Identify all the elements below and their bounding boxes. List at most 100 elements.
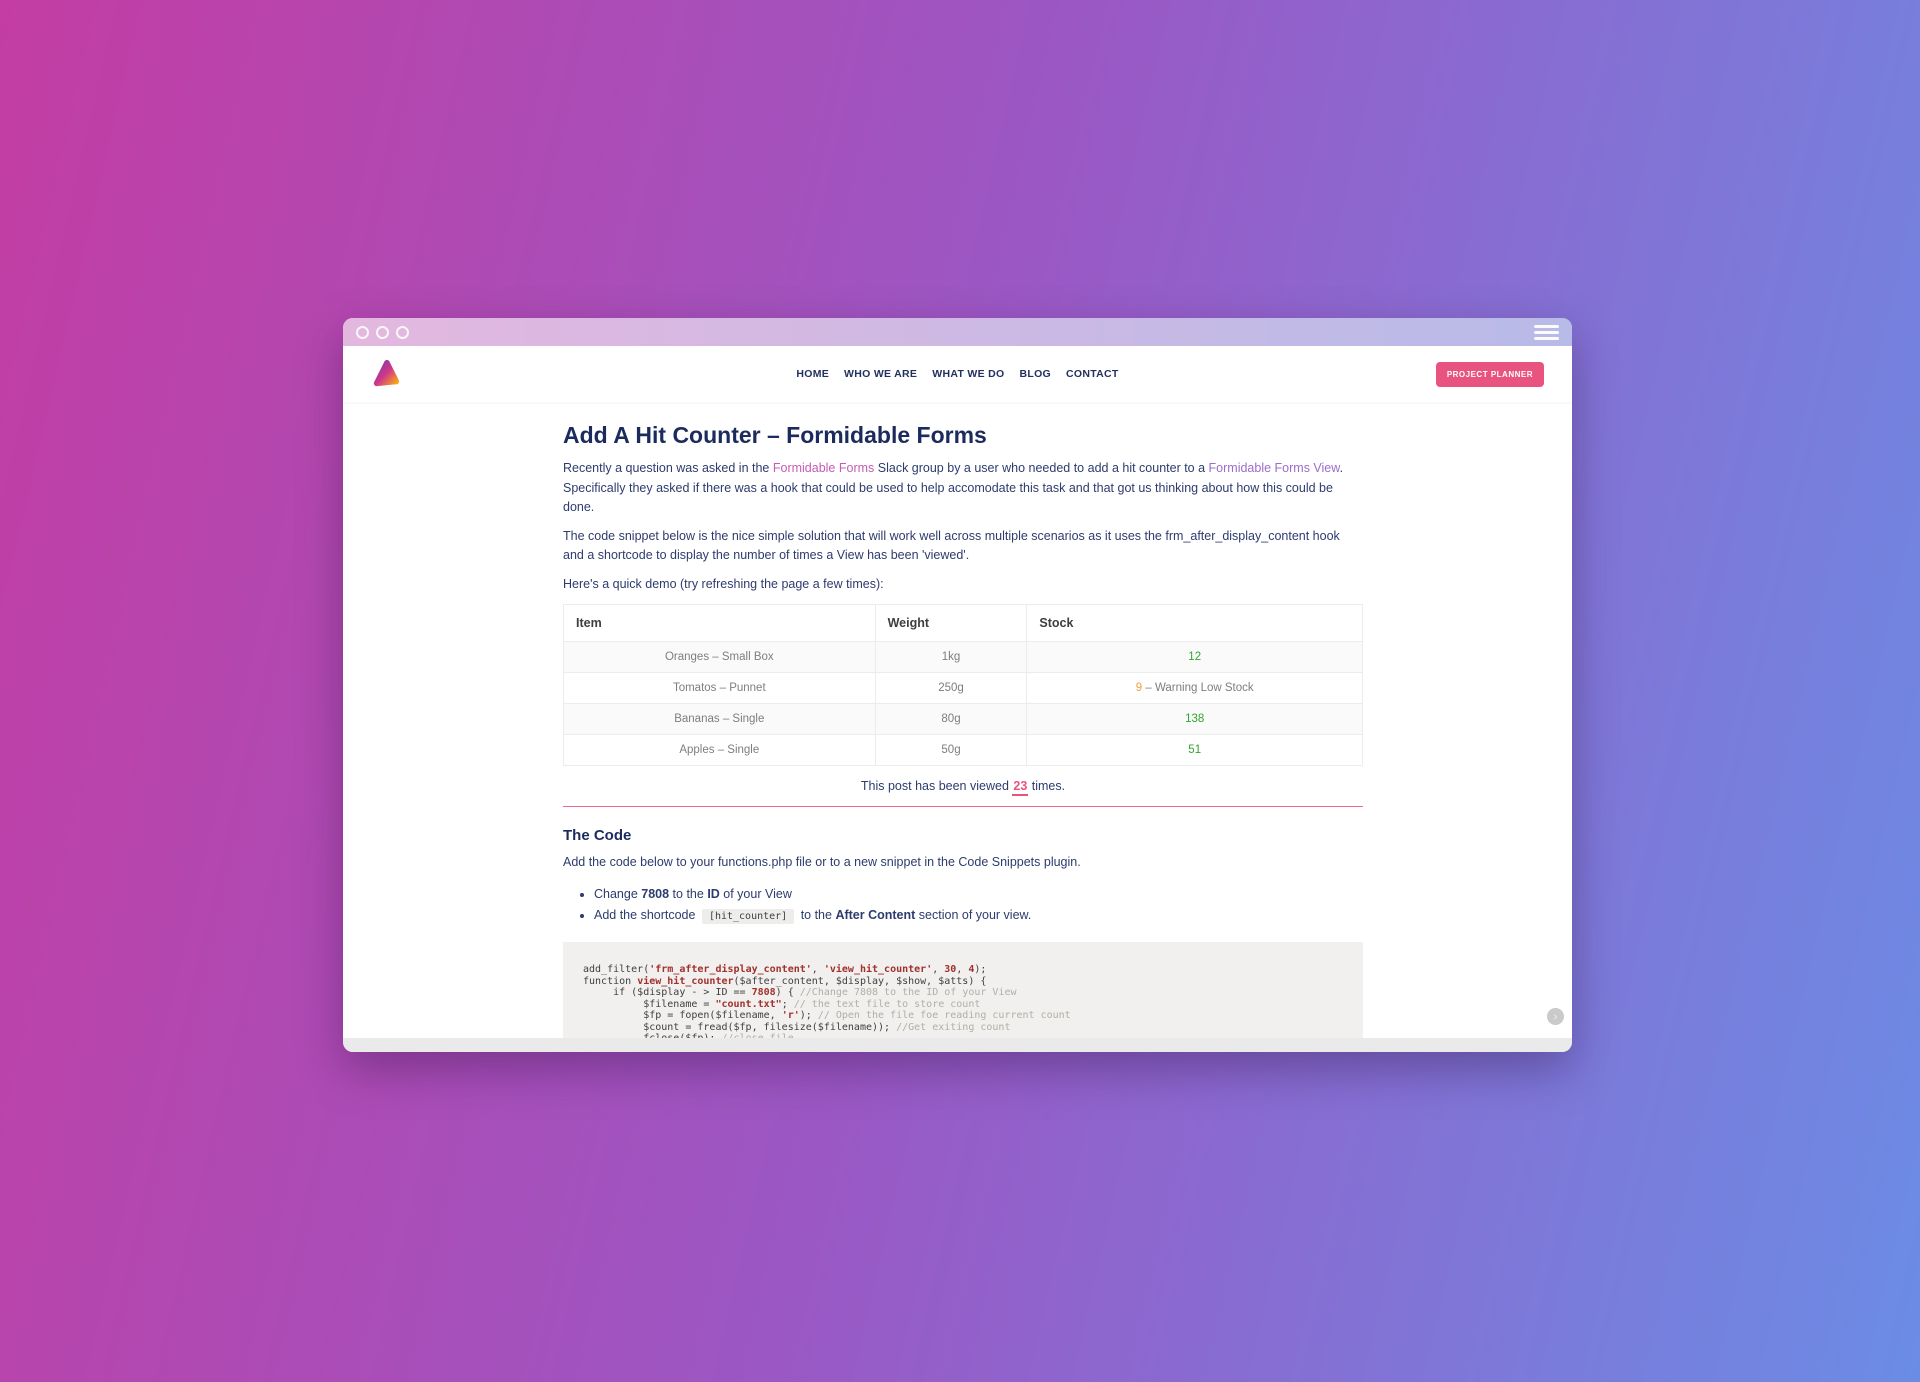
weight-cell: 1kg	[874, 641, 1028, 673]
text-segment: 30	[944, 964, 957, 975]
table-header-cell: Stock	[1026, 604, 1363, 642]
text-segment: Add the shortcode	[594, 907, 699, 922]
text-segment: ID	[707, 887, 720, 901]
window-controls	[356, 325, 409, 339]
window-footer-strip	[343, 1038, 1572, 1052]
code-line: function view_hit_counter($after_content…	[583, 976, 1343, 988]
text-segment: add_filter(	[583, 964, 650, 975]
stock-value: 12	[1188, 651, 1202, 663]
project-planner-button[interactable]: PROJECT PLANNER	[1435, 361, 1544, 387]
text-segment: fclose($fp);	[583, 1033, 721, 1038]
stock-cell: 12	[1026, 641, 1363, 673]
section-divider	[563, 805, 1363, 807]
code-intro-paragraph: Add the code below to your functions.php…	[563, 854, 1081, 869]
text-segment: Change	[594, 887, 642, 901]
scroll-top-button[interactable]: ›	[1547, 1008, 1564, 1025]
code-section-heading: The Code	[563, 826, 632, 844]
text-segment: ;	[781, 998, 794, 1010]
intro-paragraph: Recently a question was asked in the For…	[563, 459, 1363, 518]
text-segment: $filename =	[583, 998, 716, 1010]
hamburger-bar	[1534, 336, 1559, 340]
demo-paragraph: Here's a quick demo (try refreshing the …	[563, 576, 884, 591]
nav-item-home[interactable]: HOME	[796, 368, 830, 380]
table-header-row: Item Weight Stock	[563, 604, 1363, 642]
text-segment: 7808	[751, 987, 776, 998]
table-row: Oranges – Small Box 1kg 12	[563, 641, 1363, 673]
text-segment: //Get exiting count	[896, 1021, 1011, 1033]
table-row: Tomatos – Punnet 250g 9 – Warning Low Stoc…	[563, 672, 1363, 704]
weight-cell: 80g	[874, 703, 1028, 735]
code-line: $filename = "count.txt"; // the text fil…	[583, 999, 1343, 1011]
text-segment: ) {	[775, 987, 800, 998]
solution-paragraph: The code snippet below is the nice simpl…	[563, 528, 1340, 563]
text-segment: ,	[956, 964, 969, 975]
text-segment: to the	[797, 907, 836, 922]
text-segment: function	[583, 975, 638, 987]
text-segment: section of your view.	[915, 907, 1032, 922]
page-content: Add A Hit Counter – Formidable Forms Rec…	[343, 402, 1572, 1038]
table-row: Apples – Single 50g 51	[563, 734, 1363, 766]
site-header: HOME WHO WE ARE WHAT WE DO BLOG CONTACT PROJ…	[343, 346, 1572, 402]
table-row: Bananas – Single 80g 138	[563, 703, 1363, 735]
code-line: fclose($fp); //close file	[583, 1033, 1343, 1038]
text-segment: );	[974, 964, 987, 975]
item-cell: Bananas – Single	[563, 703, 876, 735]
text-segment: Slack group by a user who needed to add …	[874, 461, 1209, 475]
stock-value: 9	[1135, 682, 1143, 694]
window-control-dot-icon[interactable]	[376, 325, 389, 339]
site-logo-icon[interactable]	[371, 357, 401, 391]
hamburger-menu-icon[interactable]	[1534, 322, 1559, 343]
code-line: if ($display - > ID == 7808) { //Change …	[583, 987, 1343, 999]
code-line: add_filter('frm_after_display_content', …	[583, 964, 1343, 976]
text-segment: //Change 7808 to the ID of your View	[799, 987, 1017, 998]
page-title: Add A Hit Counter – Formidable Forms	[563, 422, 987, 448]
text-segment: "count.txt"	[715, 998, 782, 1010]
stock-cell: 51	[1026, 734, 1363, 766]
stock-cell: 138	[1026, 703, 1363, 735]
text-segment: . Specifically they asked if there was a…	[563, 461, 1344, 514]
text-segment: );	[799, 1010, 818, 1021]
nav-item-who-we-are[interactable]: WHO WE ARE	[844, 368, 918, 380]
stock-note: – Warning Low Stock	[1142, 682, 1254, 694]
inline-text-link[interactable]: Formidable Forms View	[1208, 461, 1340, 475]
browser-window: HOME WHO WE ARE WHAT WE DO BLOG CONTACT PROJ…	[343, 318, 1572, 1052]
item-cell: Oranges – Small Box	[563, 641, 876, 673]
text-segment: 4	[968, 964, 975, 975]
text-segment: ,	[932, 964, 945, 975]
inline-text-link[interactable]: Formidable Forms	[772, 461, 875, 475]
text-segment: After Content	[835, 907, 916, 922]
stock-value: 138	[1185, 713, 1205, 725]
nav-item-contact[interactable]: CONTACT	[1066, 368, 1119, 380]
hamburger-bar	[1534, 324, 1559, 328]
text-segment: // the text file to store count	[793, 998, 981, 1010]
text-segment: ,	[811, 964, 824, 975]
inline-code-chip: [hit_counter]	[701, 908, 795, 924]
table-header-cell: Weight	[874, 604, 1028, 642]
article-container: Add A Hit Counter – Formidable Forms Rec…	[563, 420, 1363, 1038]
instruction-item: Add the shortcode [hit_counter] to the A…	[594, 906, 1363, 927]
view-count-value: 23	[1012, 779, 1029, 796]
view-counter-suffix: times.	[1028, 779, 1066, 793]
code-line: $count = fread($fp, filesize($filename))…	[583, 1022, 1343, 1034]
nav-item-what-we-do[interactable]: WHAT WE DO	[932, 368, 1005, 380]
view-counter: This post has been viewed 23 times.	[563, 779, 1363, 796]
nav-item-blog[interactable]: BLOG	[1019, 368, 1051, 380]
text-segment: to the	[669, 887, 708, 901]
text-segment: $fp = fopen($filename,	[583, 1010, 782, 1021]
stock-cell: 9 – Warning Low Stock	[1026, 672, 1363, 704]
window-control-dot-icon[interactable]	[356, 325, 369, 339]
main-nav: HOME WHO WE ARE WHAT WE DO BLOG CONTACT	[796, 368, 1118, 380]
text-segment: of your View	[719, 887, 792, 901]
item-cell: Apples – Single	[563, 734, 876, 766]
text-segment: ($after_content, $display, $show, $atts)…	[733, 975, 987, 987]
text-segment: $count = fread($fp, filesize($filename))…	[583, 1021, 897, 1033]
text-segment: Recently a question was asked in the	[563, 461, 773, 475]
text-segment: 'view_hit_counter'	[823, 964, 933, 975]
window-control-dot-icon[interactable]	[396, 325, 409, 339]
text-segment: //close file	[721, 1033, 793, 1038]
text-segment: if ($display - > ID ==	[583, 987, 752, 998]
instructions-list: Change 7808 to the ID of your View Add th…	[563, 885, 1363, 926]
item-cell: Tomatos – Punnet	[563, 672, 876, 704]
weight-cell: 50g	[874, 734, 1028, 766]
text-segment: // Open the file foe reading current cou…	[817, 1010, 1071, 1021]
